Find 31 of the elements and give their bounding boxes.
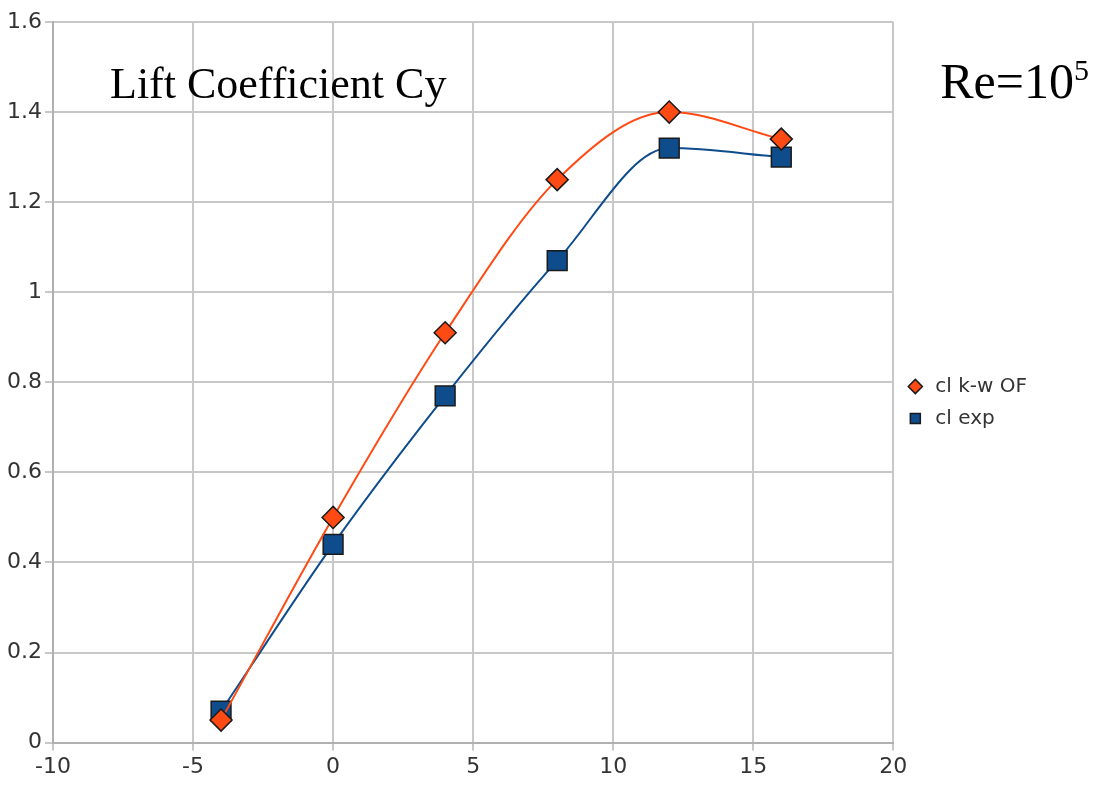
- y-tick-label: 1.4: [6, 97, 42, 123]
- point: [433, 321, 457, 345]
- x-tick-label: -10: [35, 752, 71, 778]
- x-tick-label: 10: [599, 752, 628, 778]
- y-tick-label: 0.6: [6, 458, 42, 484]
- y-tick-label: 1: [27, 277, 42, 303]
- point: [657, 100, 681, 124]
- point: [434, 385, 456, 407]
- legend-label: cl exp: [935, 404, 995, 429]
- point: [321, 505, 345, 530]
- x-tick-label: 15: [739, 752, 768, 778]
- y-tick-label: 1.2: [6, 187, 42, 213]
- point: [769, 127, 794, 151]
- x-tick-label: 5: [466, 752, 481, 778]
- point: [209, 708, 233, 732]
- point: [322, 533, 344, 556]
- y-tick-label: 1.6: [6, 7, 42, 33]
- y-tick-label: 0: [27, 728, 42, 754]
- point: [545, 167, 569, 192]
- y-tick-label: 0.4: [6, 548, 42, 574]
- legend-label: cl k-w OF: [935, 372, 1027, 397]
- point: [770, 146, 792, 168]
- x-tick-label: 20: [879, 752, 908, 778]
- point: [546, 250, 568, 272]
- text: Re=10$^{5}$: [940, 52, 1089, 110]
- point: [658, 137, 680, 159]
- y-tick-label: 0.8: [6, 368, 42, 394]
- text: Lift Coefficient Cy: [110, 58, 447, 109]
- x-tick-label: 0: [326, 752, 341, 778]
- y-tick-label: 0.2: [6, 638, 42, 664]
- x-tick-label: -5: [182, 752, 205, 778]
